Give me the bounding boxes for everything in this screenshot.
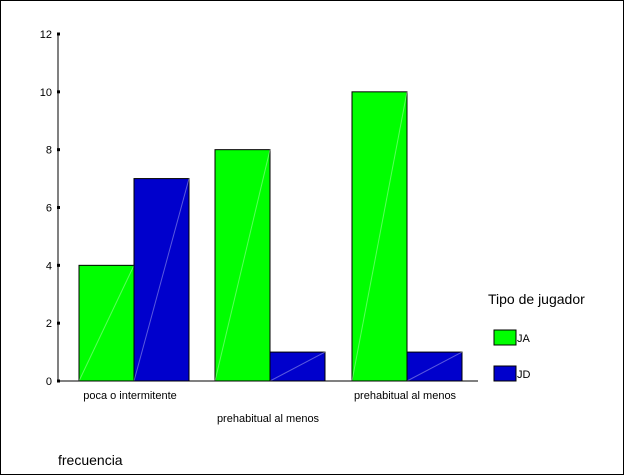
x-category-labels: poca o intermitente prehabitual al menos p… bbox=[83, 390, 456, 425]
bar-jd bbox=[133, 178, 190, 382]
bar-jd bbox=[406, 351, 463, 382]
x-axis-title: frecuencia bbox=[58, 452, 123, 468]
y-tick-mark bbox=[57, 148, 60, 152]
y-tick-mark bbox=[57, 206, 60, 209]
y-tick-label: 0 bbox=[46, 376, 52, 388]
bar-ja bbox=[351, 91, 408, 382]
y-tick-label: 4 bbox=[46, 260, 52, 272]
y-tick-label: 6 bbox=[46, 203, 52, 215]
y-ticks-group: 0 2 4 6 8 10 12 bbox=[40, 29, 60, 388]
bar-diagonal-artifact bbox=[78, 265, 135, 382]
x-category-label: poca o intermitente bbox=[83, 390, 177, 402]
x-category-label: prehabitual al menos bbox=[354, 390, 457, 402]
bar-ja bbox=[214, 149, 271, 382]
legend-title: Tipo de jugador bbox=[488, 291, 585, 307]
bar-diagonal-artifact bbox=[269, 351, 326, 382]
bar-diagonal-artifact bbox=[406, 351, 463, 382]
legend: Tipo de jugador JA JD bbox=[488, 291, 585, 382]
bar-diagonal-artifact bbox=[214, 149, 271, 382]
bar-ja bbox=[78, 264, 135, 382]
y-tick-label: 10 bbox=[40, 87, 52, 99]
y-tick-label: 8 bbox=[46, 145, 52, 157]
legend-label-jd: JD bbox=[517, 369, 531, 381]
y-tick-label: 12 bbox=[40, 29, 52, 41]
x-category-label: prehabitual al menos bbox=[217, 413, 320, 425]
legend-swatch-ja bbox=[493, 329, 517, 346]
bar-diagonal-artifact bbox=[351, 91, 408, 382]
legend-label-ja: JA bbox=[517, 333, 531, 345]
y-tick-mark bbox=[57, 263, 60, 267]
legend-swatch-jd bbox=[493, 365, 517, 382]
y-tick-label: 2 bbox=[46, 318, 52, 330]
bars-group bbox=[78, 91, 463, 382]
y-tick-mark bbox=[57, 379, 60, 383]
y-tick-mark bbox=[57, 32, 60, 36]
y-tick-mark bbox=[57, 90, 60, 94]
y-tick-mark bbox=[57, 321, 60, 325]
bar-diagonal-artifact bbox=[133, 178, 190, 382]
